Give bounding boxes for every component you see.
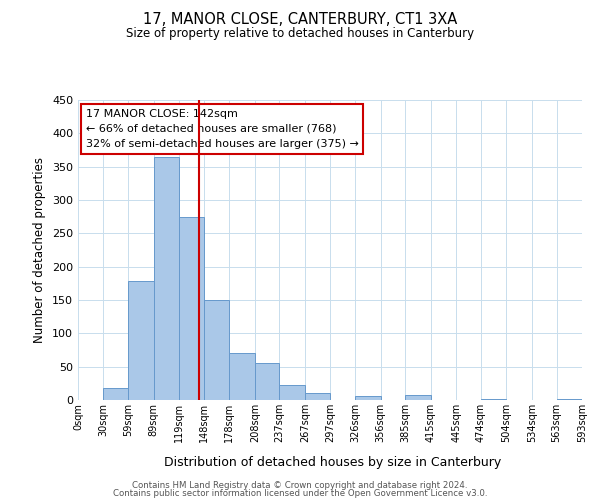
Text: Size of property relative to detached houses in Canterbury: Size of property relative to detached ho… — [126, 28, 474, 40]
Bar — [280, 384, 305, 400]
Bar — [179, 216, 204, 400]
Text: Contains public sector information licensed under the Open Government Licence v3: Contains public sector information licen… — [113, 489, 487, 498]
Bar — [557, 398, 582, 400]
Bar — [255, 364, 280, 400]
Text: 17, MANOR CLOSE, CANTERBURY, CT1 3XA: 17, MANOR CLOSE, CANTERBURY, CT1 3XA — [143, 12, 457, 28]
Bar — [154, 156, 179, 400]
Bar — [481, 398, 506, 400]
Bar — [405, 396, 431, 400]
Bar — [355, 396, 380, 400]
Bar — [103, 388, 128, 400]
Bar — [229, 354, 255, 400]
Bar — [305, 394, 331, 400]
Y-axis label: Number of detached properties: Number of detached properties — [34, 157, 46, 343]
Bar — [204, 300, 229, 400]
Text: Distribution of detached houses by size in Canterbury: Distribution of detached houses by size … — [164, 456, 502, 469]
Text: Contains HM Land Registry data © Crown copyright and database right 2024.: Contains HM Land Registry data © Crown c… — [132, 480, 468, 490]
Text: 17 MANOR CLOSE: 142sqm
← 66% of detached houses are smaller (768)
32% of semi-de: 17 MANOR CLOSE: 142sqm ← 66% of detached… — [86, 109, 358, 148]
Bar — [128, 282, 154, 400]
